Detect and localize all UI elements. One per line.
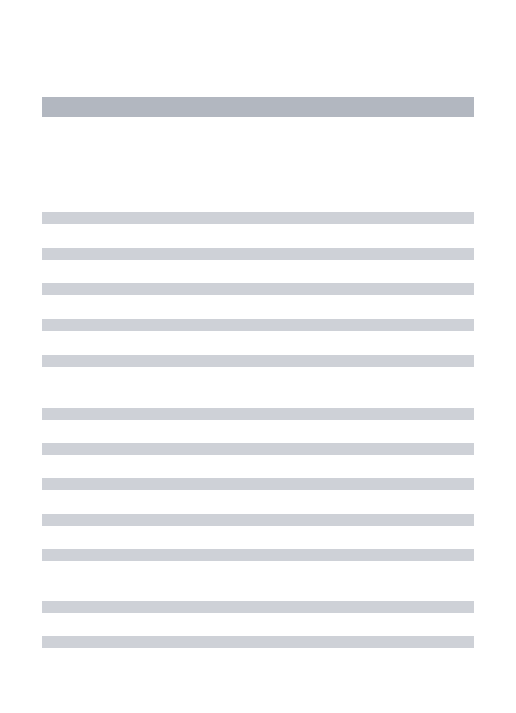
FancyBboxPatch shape (42, 478, 474, 490)
FancyBboxPatch shape (42, 248, 474, 260)
FancyBboxPatch shape (42, 601, 474, 613)
FancyBboxPatch shape (42, 319, 474, 331)
FancyBboxPatch shape (42, 636, 474, 648)
FancyBboxPatch shape (42, 443, 474, 455)
FancyBboxPatch shape (42, 514, 474, 526)
FancyBboxPatch shape (42, 97, 474, 117)
FancyBboxPatch shape (42, 283, 474, 295)
FancyBboxPatch shape (42, 355, 474, 367)
FancyBboxPatch shape (42, 212, 474, 224)
FancyBboxPatch shape (42, 408, 474, 420)
FancyBboxPatch shape (42, 549, 474, 561)
